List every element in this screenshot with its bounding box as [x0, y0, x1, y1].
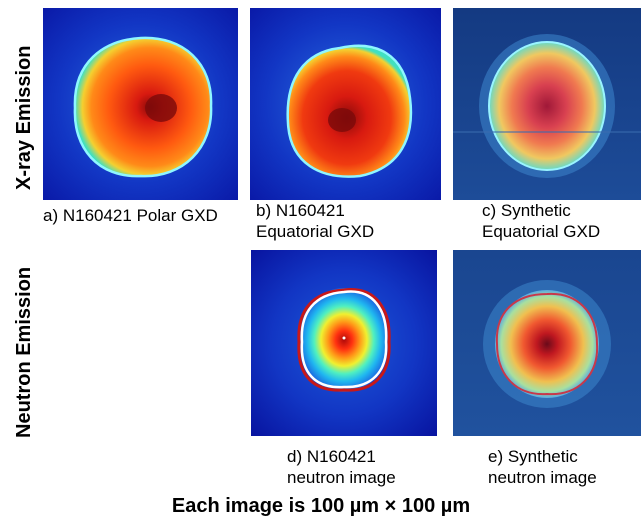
image-panel-c-synthetic-equatorial-gxd: [453, 8, 641, 200]
image-panel-e-synthetic-neutron-image: [453, 250, 641, 436]
caption-panel-c-line1: c) Synthetic: [482, 201, 571, 220]
caption-panel-e-line1: e) Synthetic: [488, 447, 578, 466]
row-label-xray: X-ray Emission: [13, 45, 35, 190]
row-label-neutron: Neutron Emission: [13, 266, 35, 438]
scale-note: Each image is 100 µm × 100 µm: [171, 495, 471, 517]
caption-panel-b-line1: b) N160421: [256, 201, 345, 220]
caption-panel-d-line1: d) N160421: [287, 447, 376, 466]
caption-panel-b-line2: Equatorial GXD: [256, 222, 375, 241]
caption-panel-a: a) N160421 Polar GXD: [43, 206, 218, 225]
image-panel-b-equatorial-gxd: [250, 8, 441, 200]
caption-panel-c-line2: Equatorial GXD: [482, 222, 601, 241]
image-panel-a-polar-gxd: [43, 8, 238, 200]
caption-panel-d-line2: neutron image: [287, 468, 396, 487]
image-panel-d-neutron-image: [251, 250, 437, 436]
caption-panel-e-line2: neutron image: [488, 468, 597, 487]
